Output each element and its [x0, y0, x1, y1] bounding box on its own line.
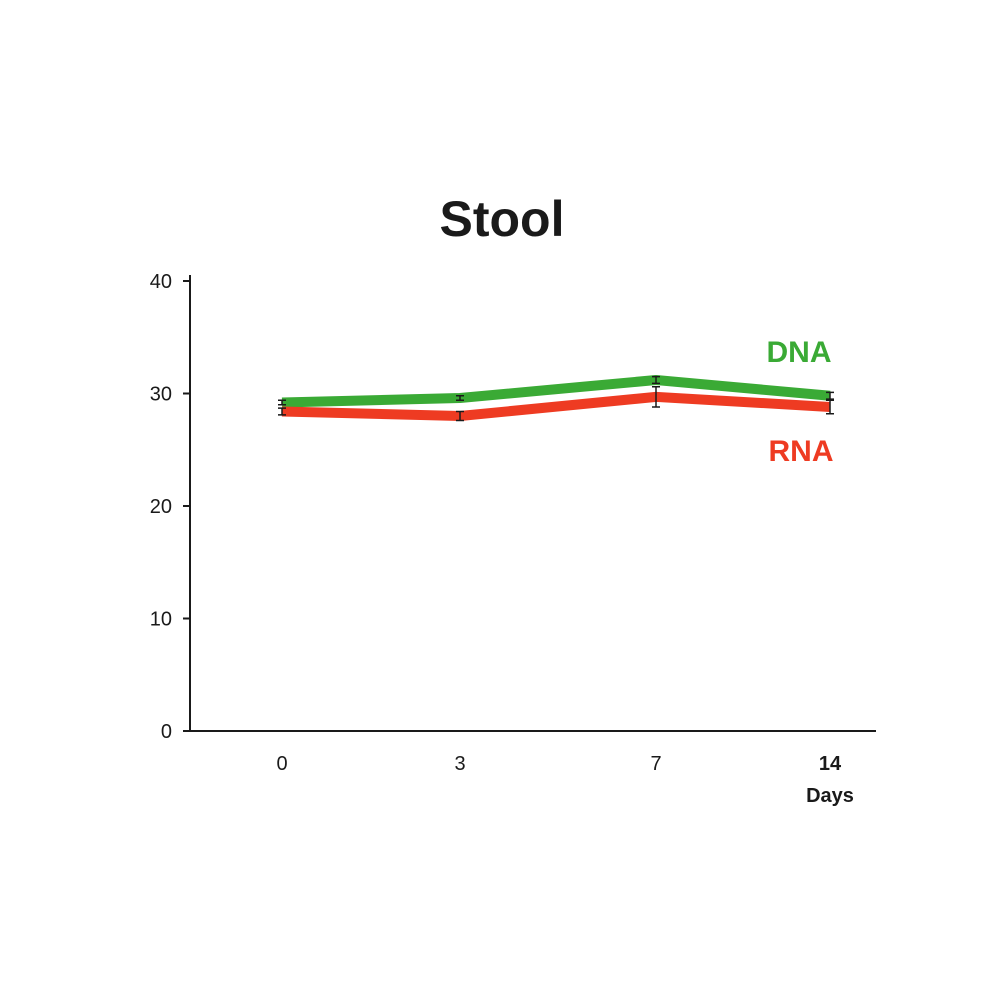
error-bar-rna [456, 410, 464, 422]
x-tick-label: 3 [454, 753, 465, 775]
y-tick-label: 0 [161, 721, 172, 743]
chart-title: Stool [440, 191, 565, 247]
x-tick-label: 7 [650, 753, 661, 775]
y-ticks: 0 10 20 30 40 [150, 271, 190, 743]
y-tick-label: 40 [150, 271, 172, 293]
error-bar-rna [652, 386, 660, 408]
series-labels: DNA RNA [767, 336, 834, 468]
series-line-dna [281, 375, 831, 408]
x-tick-label: 0 [276, 753, 287, 775]
axes [189, 275, 876, 732]
error-bar-rna [278, 407, 286, 416]
error-bar-dna [278, 399, 286, 406]
y-tick-label: 10 [150, 609, 172, 631]
error-bar-dna [826, 391, 834, 400]
x-ticks: 0 3 7 14 [276, 753, 842, 775]
y-tick-label: 30 [150, 384, 172, 406]
x-tick-label: 14 [819, 753, 842, 775]
series-label-dna: DNA [767, 336, 832, 369]
x-axis-title: Days [806, 785, 854, 807]
series-label-rna: RNA [769, 435, 834, 468]
error-bar-dna [652, 375, 660, 385]
error-bar-rna [826, 399, 834, 415]
series-line-rna [281, 391, 831, 421]
y-tick-label: 20 [150, 496, 172, 518]
series-layer [278, 375, 834, 422]
error-bar-dna [456, 395, 464, 401]
